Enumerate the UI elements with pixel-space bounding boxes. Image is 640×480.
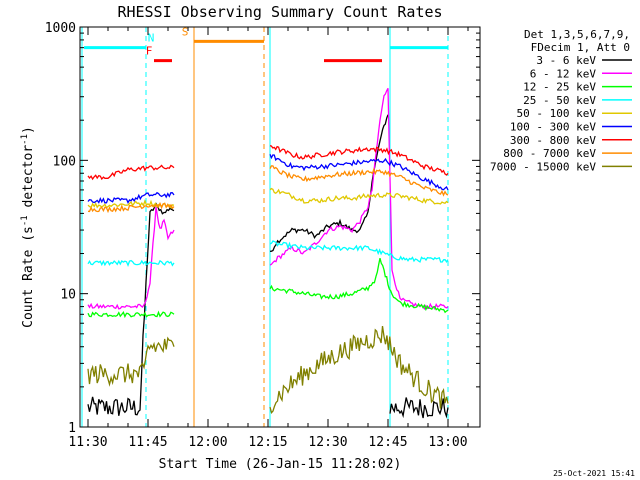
series-line bbox=[269, 326, 449, 415]
series-line bbox=[269, 153, 449, 191]
legend-label: 100 - 300 keV bbox=[510, 121, 596, 134]
x-axis-label: Start Time (26-Jan-15 11:28:02) bbox=[159, 457, 402, 472]
boundary-lines bbox=[81, 27, 449, 427]
series-line bbox=[87, 164, 175, 181]
series-lines bbox=[87, 88, 449, 419]
series-line bbox=[269, 165, 449, 197]
y-tick-label: 10 bbox=[60, 288, 76, 303]
plot-frame bbox=[79, 26, 481, 428]
x-axis-ticks: 11:30 11:45 12:00 12:15 12:30 12:45 13:00 bbox=[68, 27, 469, 450]
series-line bbox=[87, 206, 175, 310]
series-line bbox=[389, 397, 449, 419]
y-tick-label: 1000 bbox=[45, 21, 76, 36]
legend-label: 50 - 100 keV bbox=[517, 107, 597, 120]
flag-label: S bbox=[182, 25, 189, 38]
legend-label: 12 - 25 keV bbox=[523, 81, 596, 94]
series-line bbox=[269, 257, 449, 314]
series-line bbox=[87, 191, 175, 205]
x-tick-label: 11:30 bbox=[68, 435, 107, 450]
y-tick-label: 1 bbox=[68, 421, 76, 436]
y-axis-label: Count Rate (s-1 detector-1) bbox=[20, 126, 36, 328]
flag-bars: NF S bbox=[84, 25, 448, 63]
x-tick-label: 12:30 bbox=[308, 435, 347, 450]
x-tick-label: 12:15 bbox=[248, 435, 287, 450]
legend-label: 6 - 12 keV bbox=[530, 67, 597, 80]
legend-label: 800 - 7000 keV bbox=[503, 147, 596, 160]
series-line bbox=[269, 240, 449, 263]
y-tick-label: 100 bbox=[53, 154, 76, 169]
x-tick-label: 11:45 bbox=[128, 435, 167, 450]
series-line bbox=[269, 144, 449, 176]
flag-label: N bbox=[148, 32, 155, 45]
legend-label: 7000 - 15000 keV bbox=[490, 160, 596, 173]
y-axis-ticks: 1 10 100 1000 bbox=[45, 21, 480, 436]
flag-label: F bbox=[146, 45, 153, 58]
chart-title: RHESSI Observing Summary Count Rates bbox=[117, 3, 442, 21]
legend-header-line2: FDecim 1, Att 0 bbox=[531, 41, 630, 54]
x-tick-label: 12:45 bbox=[368, 435, 407, 450]
x-tick-label: 13:00 bbox=[428, 435, 467, 450]
series-line bbox=[87, 202, 175, 416]
series-line bbox=[87, 201, 175, 214]
footer-timestamp: 25-Oct-2021 15:41 bbox=[553, 469, 635, 478]
series-line bbox=[269, 187, 449, 205]
legend-header-line1: Det 1,3,5,6,7,9, bbox=[524, 28, 630, 41]
series-line bbox=[87, 336, 175, 387]
x-tick-label: 12:00 bbox=[188, 435, 227, 450]
legend-label: 3 - 6 keV bbox=[536, 54, 596, 67]
legend-label: 25 - 50 keV bbox=[523, 94, 596, 107]
series-line bbox=[87, 259, 175, 267]
legend-label: 300 - 800 keV bbox=[510, 134, 596, 147]
series-line bbox=[87, 310, 175, 319]
